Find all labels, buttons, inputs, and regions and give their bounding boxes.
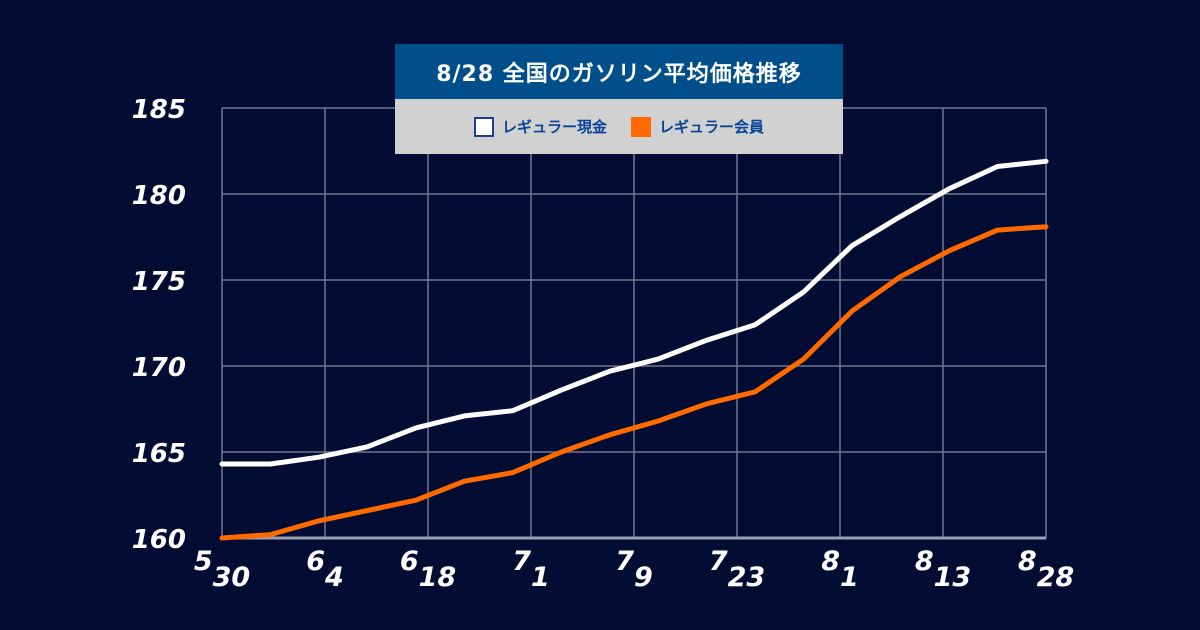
x-tick-label: 79 — [615, 546, 653, 593]
legend-swatch-cash — [473, 116, 494, 137]
legend-swatch-member — [631, 116, 651, 137]
x-tick-label: 813 — [915, 546, 971, 593]
x-axis-tick-labels: 530 64 618 71 79 723 81 813 828 — [194, 546, 1074, 593]
y-tick-label: 165 — [132, 439, 186, 469]
x-tick-label: 618 — [400, 546, 456, 593]
y-tick-label: 185 — [132, 95, 186, 125]
x-tick-text: 79 — [615, 546, 653, 593]
x-tick-text: 813 — [915, 546, 971, 593]
series-line-cash — [219, 158, 1049, 467]
x-tick-text: 81 — [821, 546, 859, 593]
series-line-member — [219, 224, 1049, 541]
legend-label-member: レギュラー会員 — [659, 118, 765, 136]
x-tick-label: 530 — [194, 546, 250, 593]
x-tick-text: 828 — [1018, 546, 1074, 593]
x-tick-text: 530 — [194, 546, 250, 593]
x-tick-text: 71 — [512, 546, 550, 593]
legend-item-member: レギュラー会員 — [631, 116, 764, 137]
y-tick-label: 180 — [132, 181, 186, 211]
x-tick-label: 64 — [306, 546, 344, 593]
chart-title: 8/28 全国のガソリン平均価格推移 — [395, 44, 843, 99]
x-tick-label: 81 — [821, 546, 859, 593]
x-tick-label: 71 — [512, 546, 550, 593]
x-tick-text: 723 — [709, 546, 765, 593]
grid-lines — [221, 107, 1047, 540]
y-tick-label: 170 — [132, 353, 186, 383]
series-lines — [219, 158, 1049, 541]
x-tick-label: 723 — [709, 546, 765, 593]
legend-label-cash: レギュラー現金 — [501, 118, 607, 136]
x-tick-label: 828 — [1018, 546, 1074, 593]
legend: レギュラー現金 レギュラー会員 — [395, 99, 843, 154]
legend-box: 8/28 全国のガソリン平均価格推移 レギュラー現金 レギュラー会員 — [395, 44, 843, 154]
y-tick-label: 160 — [132, 525, 186, 555]
y-tick-label: 175 — [132, 267, 186, 297]
y-axis-tick-labels: 160 165 170 175 180 185 — [132, 95, 186, 555]
legend-item-cash: レギュラー現金 — [473, 116, 607, 137]
x-tick-text: 64 — [306, 546, 344, 593]
x-tick-text: 618 — [400, 546, 456, 593]
